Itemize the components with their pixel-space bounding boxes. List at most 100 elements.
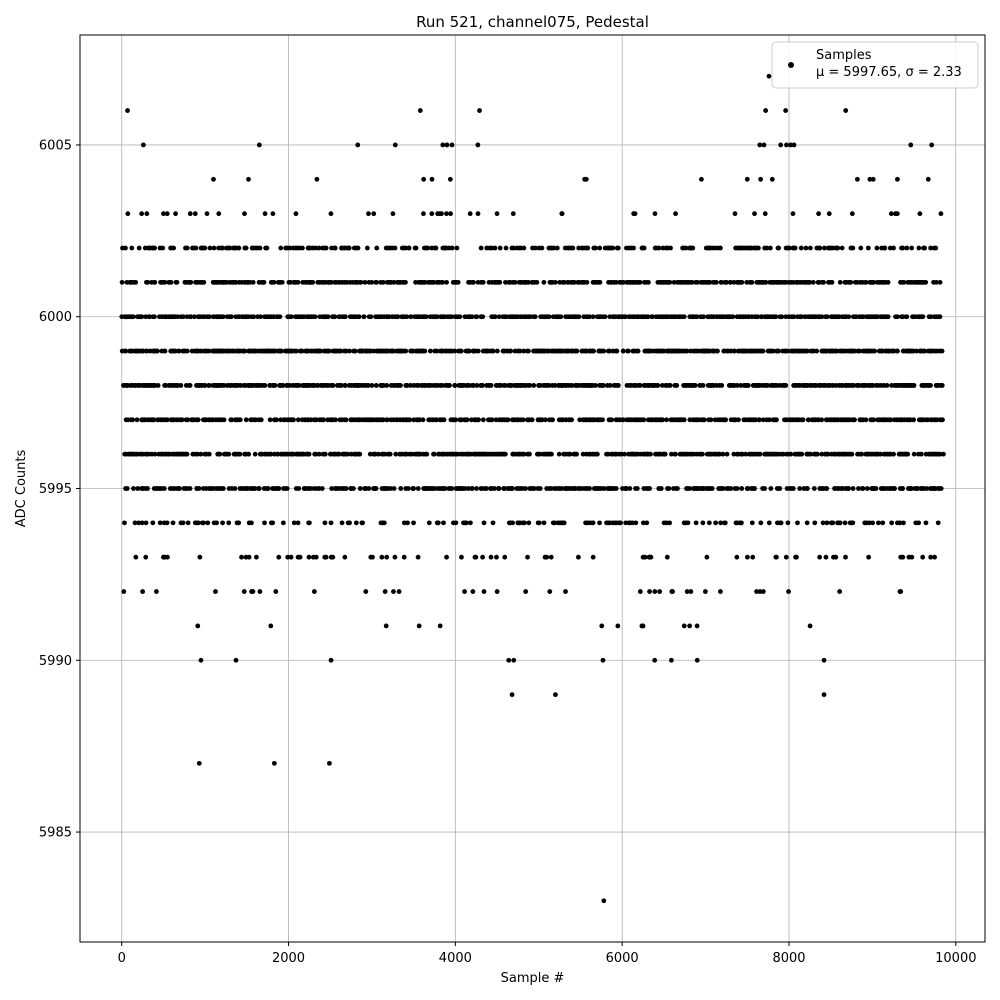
- data-point: [909, 245, 915, 251]
- data-point: [262, 383, 268, 388]
- data-point: [242, 211, 247, 217]
- data-point: [236, 520, 242, 526]
- data-point: [314, 176, 320, 182]
- data-point: [597, 245, 603, 251]
- data-point: [246, 176, 251, 182]
- data-point: [752, 486, 757, 491]
- data-point: [346, 245, 352, 251]
- data-point: [424, 451, 430, 457]
- data-point: [880, 520, 886, 526]
- data-point: [846, 314, 852, 320]
- data-point: [468, 520, 473, 526]
- data-point: [559, 211, 565, 217]
- data-point: [666, 486, 672, 491]
- data-point: [885, 279, 891, 285]
- data-point: [288, 314, 294, 320]
- data-point: [816, 211, 821, 217]
- data-point: [546, 383, 552, 388]
- data-point: [914, 348, 919, 354]
- data-point: [681, 623, 687, 629]
- data-point: [216, 211, 222, 217]
- data-point: [681, 417, 687, 423]
- data-point: [865, 245, 871, 251]
- data-point: [206, 348, 212, 354]
- data-point: [804, 486, 810, 491]
- data-point: [576, 554, 581, 560]
- data-point: [480, 383, 485, 388]
- data-point: [521, 520, 527, 526]
- data-point: [592, 383, 598, 388]
- data-point: [221, 417, 227, 423]
- data-point: [717, 451, 722, 457]
- data-point: [496, 486, 502, 491]
- data-point: [280, 383, 286, 388]
- data-point: [271, 279, 277, 285]
- data-point: [664, 554, 670, 560]
- data-point: [521, 348, 527, 354]
- data-point: [594, 451, 600, 457]
- data-point: [392, 142, 398, 148]
- data-point: [803, 245, 809, 251]
- data-point: [667, 383, 673, 388]
- data-point: [333, 417, 338, 423]
- data-point: [938, 211, 944, 217]
- data-point: [549, 451, 554, 457]
- data-point: [941, 451, 946, 457]
- data-point: [615, 383, 621, 388]
- data-point: [668, 245, 673, 251]
- data-point: [338, 348, 343, 354]
- data-point: [426, 520, 432, 526]
- data-point: [258, 314, 263, 320]
- data-point: [336, 451, 342, 457]
- data-point: [923, 279, 929, 285]
- data-point: [318, 348, 323, 354]
- y-axis-title: ADC Counts: [14, 450, 29, 528]
- data-point: [527, 383, 533, 388]
- data-point: [732, 211, 738, 217]
- data-point: [860, 486, 866, 491]
- data-point: [552, 383, 558, 388]
- data-point: [261, 279, 267, 285]
- data-point: [262, 520, 267, 526]
- data-point: [728, 486, 734, 491]
- data-point: [523, 589, 529, 594]
- data-point: [326, 348, 332, 354]
- data-point: [250, 589, 256, 594]
- data-point: [531, 383, 537, 388]
- data-point: [694, 623, 700, 629]
- data-point: [791, 142, 797, 148]
- data-point: [694, 657, 700, 663]
- data-point: [198, 451, 204, 457]
- data-point: [800, 417, 806, 423]
- data-point: [401, 554, 407, 560]
- data-point: [762, 211, 768, 217]
- data-point: [600, 383, 606, 388]
- data-point: [192, 314, 197, 320]
- data-point: [435, 520, 441, 526]
- data-point: [505, 417, 511, 423]
- data-point: [439, 211, 444, 217]
- data-point: [345, 451, 351, 457]
- x-tick-label: 0: [118, 951, 126, 966]
- data-point: [790, 486, 796, 491]
- data-point: [188, 314, 194, 320]
- data-point: [338, 383, 344, 388]
- data-point: [272, 383, 278, 388]
- data-point: [197, 554, 203, 560]
- data-point: [474, 314, 480, 320]
- data-point: [440, 142, 446, 148]
- data-point: [584, 279, 590, 285]
- data-point: [850, 486, 856, 491]
- data-point: [734, 554, 740, 560]
- x-tick-label: 8000: [772, 951, 805, 966]
- data-point: [601, 486, 607, 491]
- data-point: [140, 142, 146, 148]
- data-point: [640, 520, 646, 526]
- data-point: [520, 417, 526, 423]
- data-point: [232, 486, 238, 491]
- data-point: [563, 589, 568, 594]
- data-point: [923, 520, 929, 526]
- data-point: [433, 245, 439, 251]
- data-point: [835, 245, 841, 251]
- data-point: [648, 554, 654, 560]
